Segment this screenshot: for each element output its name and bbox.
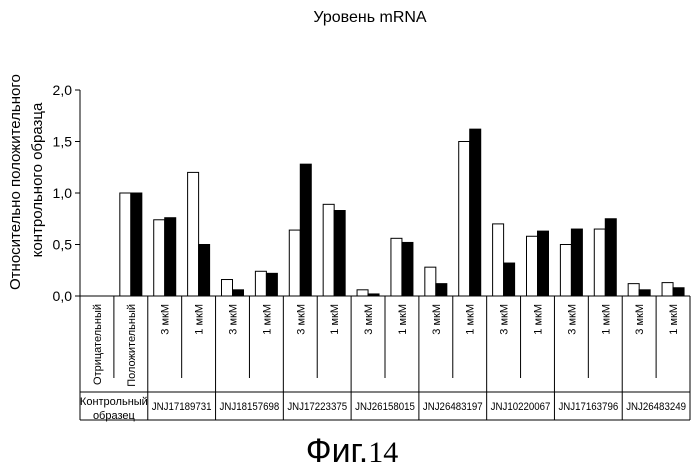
x-group-label: JNJ10220067 xyxy=(491,401,551,413)
bar-black xyxy=(299,163,312,297)
bars xyxy=(119,128,685,297)
y-axis-label-line-1: Относительно положительного xyxy=(7,74,24,290)
x-sub-label: 3 мкМ xyxy=(566,304,578,335)
bar-black xyxy=(469,128,482,297)
bar-white xyxy=(153,219,166,297)
x-group-label: JNJ18157698 xyxy=(220,401,280,413)
x-group-label: JNJ26158015 xyxy=(355,401,415,413)
x-sub-label: 3 мкМ xyxy=(363,304,375,335)
bar-white xyxy=(288,229,301,297)
bar-white xyxy=(526,235,538,297)
bar-white xyxy=(424,266,437,297)
y-tick-label: 2,0 xyxy=(53,82,73,98)
bar-white xyxy=(559,244,572,297)
bar-black xyxy=(130,192,143,297)
y-axis-label: Относительно положительного контрольного… xyxy=(7,70,46,290)
bar-white xyxy=(356,289,369,297)
bar-white xyxy=(187,171,200,297)
x-sub-label: 1 мкМ xyxy=(261,304,273,335)
bar-white xyxy=(593,228,606,297)
bar-black xyxy=(638,289,651,297)
bar-white xyxy=(627,283,640,297)
y-tick-label: 1,0 xyxy=(53,185,73,201)
x-sub-label: 3 мкМ xyxy=(499,304,511,335)
x-sub-label: 3 мкМ xyxy=(431,304,443,335)
x-group-label: JNJ26483197 xyxy=(423,401,483,413)
x-group-label: JNJ17163796 xyxy=(558,401,618,413)
figure-caption-main: Фиг. xyxy=(306,432,369,470)
bar-white xyxy=(322,203,335,297)
bar-black xyxy=(232,289,244,297)
bar-black xyxy=(604,218,617,297)
chart-title: Уровень mRNA xyxy=(313,9,427,26)
x-sub-label: 1 мкМ xyxy=(668,304,680,335)
bar-black xyxy=(265,272,278,297)
x-axis-labels: Отрицательный Положительный Контрольный обр… xyxy=(80,304,686,422)
bar-white xyxy=(492,223,505,297)
y-axis-label-line-2: контрольного образца xyxy=(29,102,46,257)
y-tick-label: 0,5 xyxy=(53,237,73,253)
y-tick-label: 1,5 xyxy=(53,134,73,150)
y-tick-label: 0,0 xyxy=(53,288,73,304)
bar-black xyxy=(570,228,583,297)
x-group-label: образец xyxy=(93,410,136,422)
x-sub-label: 1 мкМ xyxy=(533,304,545,335)
bar-white xyxy=(221,279,233,297)
axis-lines xyxy=(79,90,691,421)
bar-black xyxy=(198,244,211,297)
bar-white xyxy=(661,282,674,297)
bar-black xyxy=(401,241,414,297)
bar-white xyxy=(390,237,403,297)
x-sub-label: 3 мкМ xyxy=(228,304,240,335)
bar-black xyxy=(672,287,685,297)
x-sub-label: 3 мкМ xyxy=(160,304,172,335)
bar-black xyxy=(333,210,346,297)
x-sub-label: Отрицательный xyxy=(92,304,104,385)
x-sub-label: 1 мкМ xyxy=(397,304,409,335)
x-group-label: JNJ17223375 xyxy=(287,401,347,413)
x-group-label: JNJ17189731 xyxy=(152,401,212,413)
x-sub-label: 1 мкМ xyxy=(600,304,612,335)
bar-white xyxy=(119,192,132,297)
bar-white xyxy=(458,141,471,297)
x-group-label: Контрольный xyxy=(80,396,148,408)
figure-caption: Фиг.14 xyxy=(306,432,399,470)
x-sub-label: 1 мкМ xyxy=(465,304,477,335)
figure-caption-number: 14 xyxy=(368,436,398,469)
y-axis: 0,0 0,5 1,0 1,5 2,0 xyxy=(53,82,80,304)
bar-black xyxy=(503,262,516,297)
bar-white xyxy=(254,270,267,297)
bar-black xyxy=(164,217,177,297)
x-sub-label: 1 мкМ xyxy=(329,304,341,335)
x-group-label: JNJ26483249 xyxy=(626,401,686,413)
x-sub-label: 1 мкМ xyxy=(194,304,206,335)
x-sub-label: Положительный xyxy=(126,304,138,387)
bar-black xyxy=(537,230,549,297)
x-sub-label: 3 мкМ xyxy=(295,304,307,335)
bar-black xyxy=(435,283,448,297)
x-sub-label: 3 мкМ xyxy=(634,304,646,335)
